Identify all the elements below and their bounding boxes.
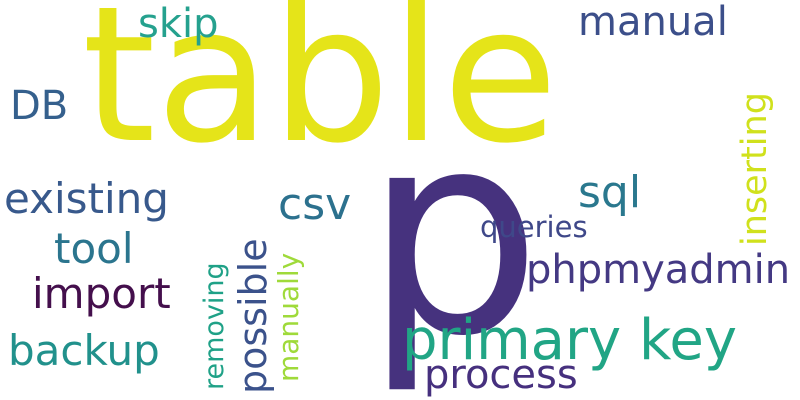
word-p: p [364, 72, 542, 398]
word-inserting: inserting [735, 92, 775, 246]
word-tool: tool [54, 224, 134, 273]
word-db: DB [10, 83, 69, 129]
word-manually: manually [272, 252, 305, 382]
word-table: table [82, 0, 559, 185]
word-phpmyadmin: phpmyadmin [526, 247, 791, 293]
word-queries: queries [480, 210, 588, 244]
word-process: process [424, 352, 578, 398]
word-import: import [32, 269, 171, 318]
word-removing: removing [199, 262, 230, 390]
word-backup: backup [8, 326, 160, 375]
word-primary-key: primary key [402, 308, 737, 373]
word-skip: skip [138, 1, 219, 47]
word-manual: manual [578, 0, 728, 45]
word-possible: possible [231, 238, 275, 394]
word-sql: sql [578, 167, 642, 218]
word-existing: existing [4, 174, 169, 223]
word-csv: csv [278, 179, 352, 230]
